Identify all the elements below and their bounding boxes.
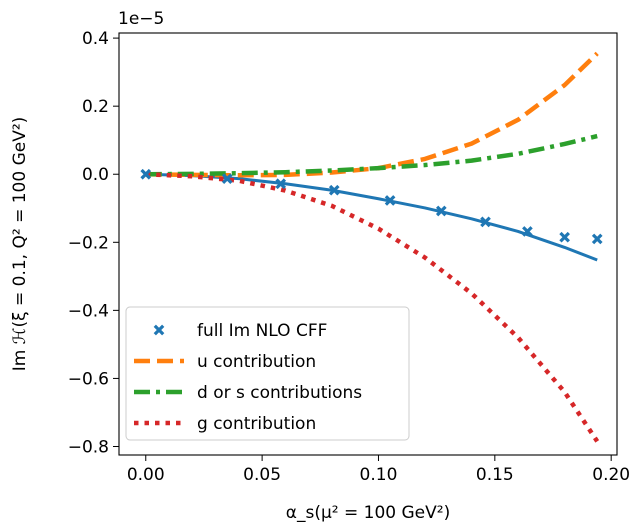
legend-marker-full-im-nlo-cff bbox=[153, 324, 165, 336]
legend-label: d or s contributions bbox=[197, 383, 362, 403]
y-tick-label: −0.2 bbox=[68, 233, 109, 253]
x-axis-label: α_s(μ² = 100 GeV²) bbox=[286, 503, 450, 523]
series-full-im-nlo-cff bbox=[140, 168, 603, 245]
x-tick-label: 0.15 bbox=[476, 465, 514, 485]
data-point-marker bbox=[480, 216, 491, 228]
data-point-marker bbox=[221, 173, 233, 184]
y-axis-ticks: 0.4 0.2 0.0 −0.2 −0.4 −0.6 −0.8 bbox=[68, 29, 119, 457]
x-tick-label: 0.10 bbox=[360, 465, 398, 485]
y-tick-label: −0.6 bbox=[68, 369, 109, 389]
offset-text: 1e−5 bbox=[118, 9, 164, 29]
data-point-marker bbox=[522, 226, 533, 237]
series-line-dotted bbox=[145, 171, 600, 443]
series-layer bbox=[140, 51, 603, 443]
legend-label: g contribution bbox=[197, 414, 316, 434]
legend-label: u contribution bbox=[197, 352, 316, 372]
data-point-marker bbox=[559, 231, 570, 243]
data-point-marker bbox=[275, 178, 287, 190]
y-tick-label: −0.4 bbox=[68, 301, 109, 321]
data-point-marker bbox=[435, 205, 447, 217]
data-point-marker bbox=[140, 168, 152, 180]
y-tick-label: 0.0 bbox=[82, 165, 109, 185]
data-point-marker bbox=[328, 184, 340, 196]
plot-frame bbox=[118, 32, 618, 456]
y-tick-label: 0.2 bbox=[82, 97, 109, 117]
legend: full Im NLO CFF u contribution d or s cont… bbox=[125, 306, 410, 441]
legend-box bbox=[125, 306, 410, 441]
x-axis-ticks: 0.00 0.05 0.10 0.15 0.20 bbox=[127, 455, 630, 485]
series-line-dashdot bbox=[145, 133, 598, 177]
data-point-marker bbox=[384, 195, 396, 206]
y-axis-label: Im ℋ(ξ = 0.1, Q² = 100 GeV²) bbox=[10, 117, 30, 372]
y-tick-label: −0.8 bbox=[68, 437, 109, 457]
x-tick-label: 0.05 bbox=[243, 465, 281, 485]
x-tick-label: 0.20 bbox=[592, 465, 630, 485]
x-tick-label: 0.00 bbox=[127, 465, 165, 485]
y-tick-label: 0.4 bbox=[82, 29, 109, 49]
legend-label: full Im NLO CFF bbox=[197, 321, 327, 341]
data-point-marker bbox=[591, 233, 603, 245]
